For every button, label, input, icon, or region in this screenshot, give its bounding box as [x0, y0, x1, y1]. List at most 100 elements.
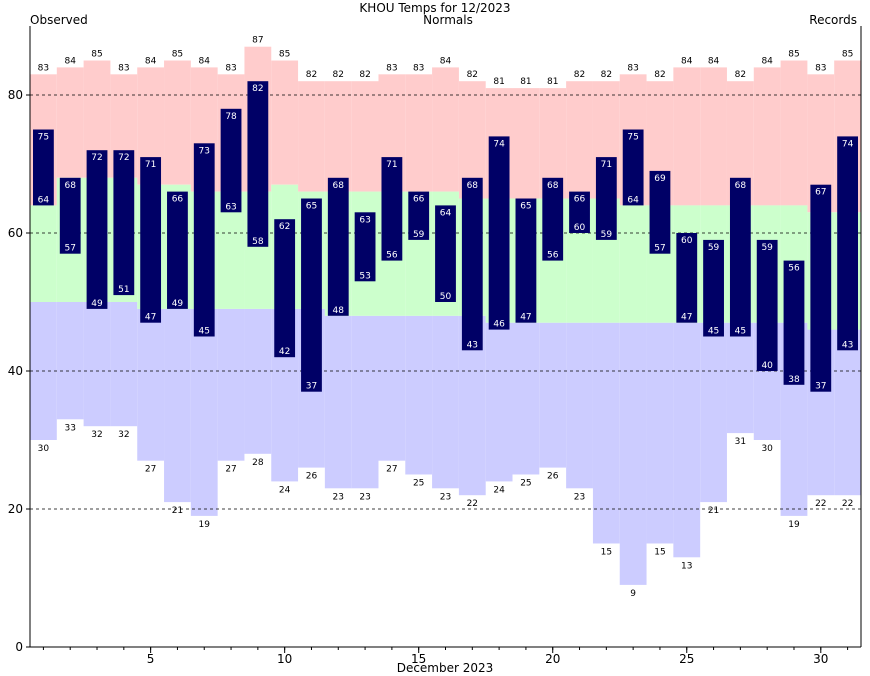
- x-tick-label: 20: [545, 652, 560, 666]
- record-low-label: 22: [467, 499, 478, 509]
- record-high-band: [271, 60, 299, 185]
- observed-high-label: 78: [225, 112, 237, 122]
- record-high-label: 83: [413, 63, 424, 73]
- legend-normals: Normals: [423, 13, 473, 27]
- y-tick-label: 60: [8, 226, 23, 240]
- observed-low-label: 63: [225, 202, 236, 212]
- record-low-label: 30: [38, 444, 50, 454]
- record-low-band: [726, 322, 754, 434]
- observed-bar: [220, 108, 242, 213]
- observed-high-label: 62: [279, 222, 290, 232]
- observed-low-label: 58: [252, 237, 264, 247]
- record-high-band: [56, 67, 84, 178]
- observed-bar: [435, 205, 456, 302]
- record-high-label: 83: [225, 63, 236, 73]
- legend-records: Records: [809, 13, 857, 27]
- observed-bar: [783, 260, 805, 385]
- observed-high-label: 74: [493, 139, 505, 149]
- record-low-label: 15: [601, 548, 612, 558]
- record-high-label: 83: [627, 63, 638, 73]
- record-high-label: 85: [788, 50, 799, 60]
- record-low-band: [405, 315, 433, 475]
- record-low-label: 9: [630, 589, 636, 599]
- observed-low-label: 47: [145, 313, 156, 323]
- record-low-label: 25: [520, 479, 531, 489]
- y-tick-label: 20: [8, 502, 23, 516]
- observed-bar: [676, 233, 698, 323]
- record-high-label: 83: [386, 63, 397, 73]
- record-low-band: [539, 322, 567, 468]
- observed-bar: [622, 129, 644, 206]
- observed-high-label: 71: [386, 160, 397, 170]
- observed-high-label: 72: [118, 153, 129, 163]
- observed-low-label: 48: [333, 306, 345, 316]
- record-low-label: 30: [761, 444, 773, 454]
- record-low-band: [244, 308, 272, 454]
- record-low-band: [485, 322, 513, 482]
- record-low-band: [619, 322, 647, 585]
- observed-high-label: 60: [681, 236, 693, 246]
- record-low-band: [378, 315, 406, 461]
- y-tick-label: 40: [8, 364, 23, 378]
- observed-low-label: 49: [172, 299, 184, 309]
- observed-bar: [756, 239, 778, 371]
- observed-low-label: 47: [520, 313, 531, 323]
- record-high-label: 83: [118, 63, 129, 73]
- record-low-label: 26: [547, 472, 559, 482]
- record-high-label: 82: [735, 70, 746, 80]
- record-high-label: 81: [520, 77, 531, 87]
- observed-low-label: 45: [199, 327, 210, 337]
- observed-low-label: 47: [681, 313, 692, 323]
- record-low-band: [834, 329, 861, 496]
- observed-low-label: 37: [306, 382, 317, 392]
- legend-observed: Observed: [30, 13, 88, 27]
- observed-high-label: 71: [601, 160, 612, 170]
- observed-high-label: 68: [64, 181, 76, 191]
- observed-high-label: 75: [627, 133, 638, 143]
- record-high-label: 85: [279, 50, 290, 60]
- record-low-band: [351, 315, 379, 489]
- record-high-band: [351, 81, 379, 192]
- observed-high-label: 56: [788, 264, 800, 274]
- observed-low-label: 50: [440, 292, 452, 302]
- record-high-label: 87: [252, 36, 263, 46]
- observed-bar: [381, 157, 403, 261]
- observed-bar: [33, 129, 54, 206]
- record-high-label: 84: [199, 56, 211, 66]
- record-low-label: 33: [64, 423, 75, 433]
- record-high-label: 84: [145, 56, 157, 66]
- record-high-label: 83: [38, 63, 49, 73]
- observed-high-label: 67: [815, 188, 826, 198]
- record-high-label: 82: [654, 70, 665, 80]
- observed-low-label: 51: [118, 285, 129, 295]
- record-low-label: 15: [654, 548, 665, 558]
- record-low-label: 27: [386, 465, 397, 475]
- observed-high-label: 75: [38, 133, 49, 143]
- y-tick-label: 80: [8, 88, 23, 102]
- record-low-label: 24: [493, 485, 505, 495]
- record-low-band: [592, 322, 620, 544]
- observed-low-label: 49: [91, 299, 103, 309]
- observed-high-label: 68: [467, 181, 479, 191]
- record-high-band: [298, 81, 325, 192]
- record-low-label: 23: [440, 492, 451, 502]
- x-tick-label: 10: [277, 652, 292, 666]
- observed-high-label: 82: [252, 84, 263, 94]
- observed-high-label: 73: [199, 146, 210, 156]
- observed-low-label: 38: [788, 375, 800, 385]
- observed-high-label: 68: [735, 181, 747, 191]
- record-high-label: 84: [761, 56, 773, 66]
- normal-band: [30, 205, 57, 302]
- observed-high-label: 68: [547, 181, 559, 191]
- record-low-label: 27: [225, 465, 236, 475]
- observed-low-label: 64: [627, 195, 639, 205]
- observed-bar: [595, 157, 617, 240]
- observed-low-label: 43: [467, 340, 478, 350]
- observed-high-label: 66: [172, 195, 184, 205]
- observed-bar: [461, 177, 483, 351]
- record-high-label: 85: [842, 50, 853, 60]
- observed-low-label: 64: [38, 195, 50, 205]
- observed-bar: [515, 198, 537, 323]
- x-tick-label: 25: [679, 652, 694, 666]
- record-low-label: 25: [413, 479, 424, 489]
